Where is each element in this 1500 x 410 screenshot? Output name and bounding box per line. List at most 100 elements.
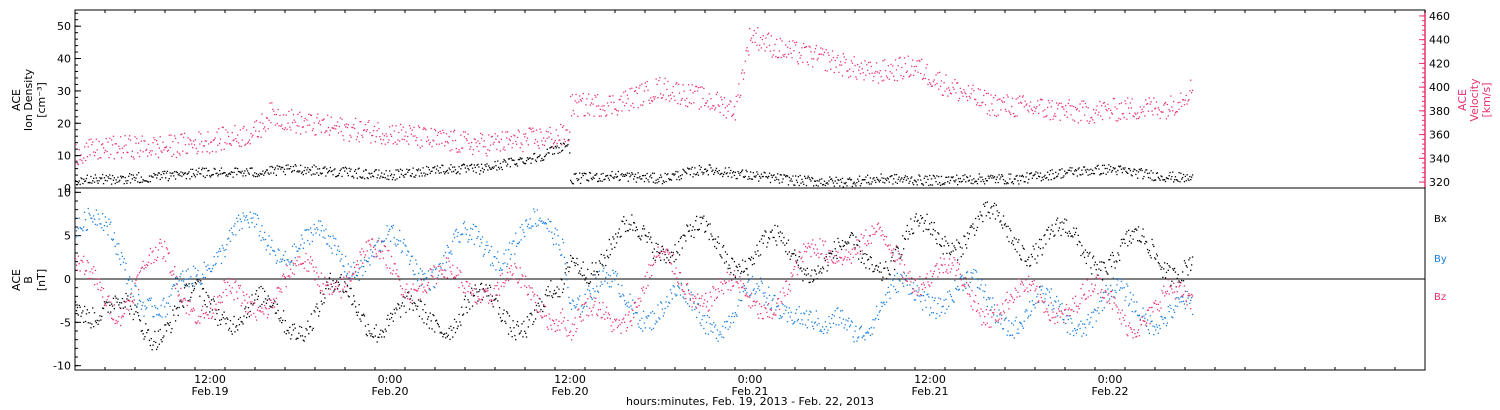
b-by-point xyxy=(476,237,478,240)
velocity-point xyxy=(525,133,527,135)
density-point xyxy=(579,172,581,174)
b-by-point xyxy=(349,277,351,279)
b-by-point xyxy=(588,285,590,287)
b-bx-point xyxy=(304,336,306,338)
b-by-point xyxy=(1076,328,1078,331)
b-by-point xyxy=(722,325,724,327)
b-bx-point xyxy=(176,307,178,309)
b-by-point xyxy=(777,305,779,308)
b-bx-point xyxy=(211,309,214,311)
density-point xyxy=(1030,172,1033,174)
b-by-point xyxy=(422,273,424,275)
b-by-point xyxy=(846,329,848,331)
b-by-point xyxy=(929,314,931,316)
velocity-point xyxy=(476,146,478,148)
density-point xyxy=(899,180,901,182)
b-by-point xyxy=(111,238,113,240)
density-point xyxy=(750,171,752,173)
b-by-point xyxy=(393,237,395,239)
velocity-point xyxy=(1098,111,1100,113)
b-bx-point xyxy=(347,295,349,297)
b-tick-label: 0 xyxy=(64,273,71,286)
b-bx-point xyxy=(485,284,487,286)
b-bx-point xyxy=(1081,244,1083,247)
b-bx-point xyxy=(720,255,722,257)
density-point xyxy=(724,167,727,169)
b-bx-point xyxy=(732,258,734,260)
b-by-point xyxy=(908,293,910,295)
b-by-point xyxy=(852,336,854,338)
b-by-point xyxy=(75,237,77,239)
b-bx-point xyxy=(1116,261,1118,263)
b-bx-point xyxy=(75,301,77,303)
velocity-point xyxy=(429,142,431,144)
density-point xyxy=(738,172,740,174)
b-by-point xyxy=(1029,314,1032,316)
density-point xyxy=(350,168,352,170)
velocity-point xyxy=(1146,103,1148,105)
b-by-point xyxy=(196,274,198,276)
b-bx-point xyxy=(197,280,199,283)
density-point xyxy=(534,152,536,155)
b-bx-point xyxy=(471,305,474,307)
b-bx-point xyxy=(457,325,459,327)
velocity-point xyxy=(499,150,502,152)
b-bx-point xyxy=(1019,254,1021,256)
density-point xyxy=(573,173,575,175)
velocity-point xyxy=(842,53,844,55)
density-point xyxy=(1027,182,1029,184)
b-bx-point xyxy=(839,245,841,247)
b-bx-point xyxy=(164,324,166,326)
velocity-point xyxy=(555,129,557,131)
b-by-point xyxy=(984,284,987,286)
b-by-point xyxy=(525,220,527,222)
b-bx-point xyxy=(1075,227,1078,230)
b-bx-point xyxy=(771,229,773,231)
density-point xyxy=(1102,172,1105,174)
b-by-point xyxy=(260,239,262,241)
b-bx-point xyxy=(673,260,675,263)
b-by-point xyxy=(93,218,96,220)
b-by-point xyxy=(674,293,676,295)
density-point xyxy=(511,159,513,161)
b-by-point xyxy=(305,229,307,231)
velocity-point xyxy=(211,150,214,153)
b-bx-point xyxy=(828,252,830,254)
b-by-point xyxy=(521,224,523,226)
density-point xyxy=(287,164,289,166)
b-by-point xyxy=(545,223,547,225)
b-by-point xyxy=(732,321,735,324)
b-by-point xyxy=(1052,304,1054,307)
b-by-point xyxy=(175,283,178,285)
b-bx-point xyxy=(108,301,110,303)
density-point xyxy=(682,168,684,170)
b-bx-point xyxy=(320,300,322,302)
density-point xyxy=(1167,178,1169,180)
velocity-point xyxy=(504,149,506,151)
b-bx-point xyxy=(372,336,375,338)
velocity-point xyxy=(598,115,601,117)
velocity-point xyxy=(789,47,791,50)
density-point xyxy=(523,162,525,164)
b-by-point xyxy=(937,302,939,305)
velocity-point xyxy=(1039,98,1042,100)
density-point xyxy=(1132,170,1134,172)
b-by-point xyxy=(290,261,292,263)
density-point xyxy=(772,174,774,177)
b-by-point xyxy=(735,314,737,316)
b-by-point xyxy=(723,321,726,323)
b-bx-point xyxy=(1191,264,1193,266)
density-point xyxy=(176,171,178,174)
b-bx-point xyxy=(337,281,340,283)
b-bx-point xyxy=(123,300,125,303)
b-bx-point xyxy=(1095,268,1097,271)
b-by-point xyxy=(78,217,80,219)
b-by-point xyxy=(210,270,212,273)
b-bx-point xyxy=(121,297,124,300)
b-by-point xyxy=(244,219,246,221)
b-bx-point xyxy=(398,304,400,306)
b-bx-point xyxy=(779,231,781,233)
density-point xyxy=(852,182,854,185)
b-bx-point xyxy=(183,287,186,289)
density-tick-label: 40 xyxy=(57,53,71,66)
